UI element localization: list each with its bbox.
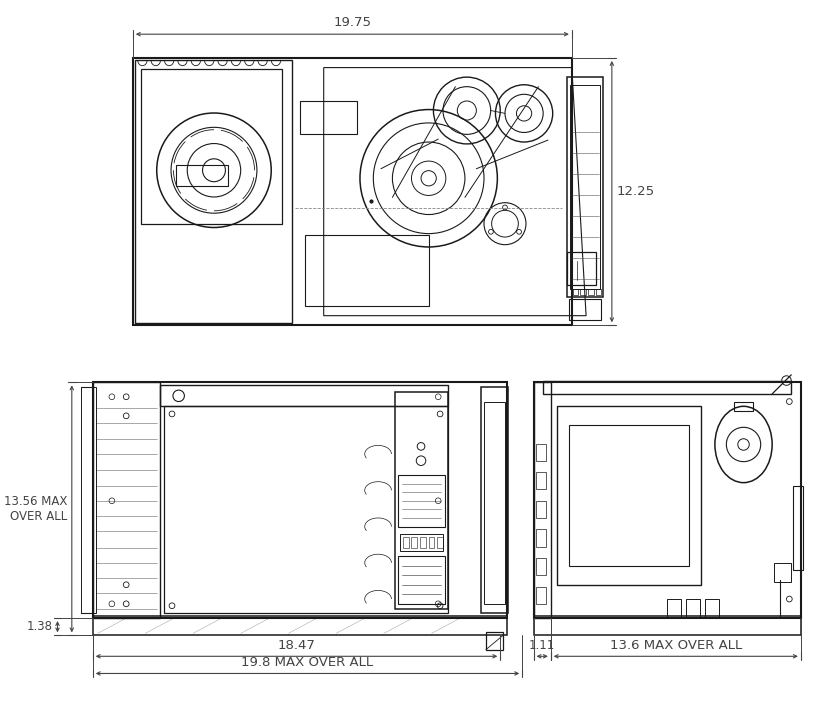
Bar	[534, 383, 551, 618]
Bar	[420, 537, 426, 548]
Bar	[141, 69, 282, 224]
Text: 13.6 MAX OVER ALL: 13.6 MAX OVER ALL	[609, 639, 742, 651]
Text: 19.75: 19.75	[333, 16, 372, 29]
Bar	[569, 300, 601, 320]
Bar	[403, 537, 408, 548]
Bar	[412, 537, 417, 548]
Bar	[429, 537, 435, 548]
Bar	[543, 380, 791, 394]
Bar	[164, 406, 448, 614]
Bar	[667, 599, 681, 618]
Bar	[300, 101, 357, 134]
Bar	[793, 486, 802, 571]
Bar	[596, 289, 601, 295]
Bar	[305, 234, 429, 306]
Bar	[93, 383, 159, 618]
Bar	[486, 633, 503, 649]
Bar	[686, 599, 699, 618]
Bar	[437, 537, 443, 548]
Bar	[537, 501, 546, 518]
Bar	[484, 402, 505, 604]
Text: 1.38: 1.38	[27, 621, 53, 633]
Bar	[573, 289, 578, 295]
Text: 18.47: 18.47	[278, 639, 315, 651]
Bar	[567, 252, 596, 285]
Bar	[537, 587, 546, 604]
Bar	[557, 406, 701, 585]
Bar	[569, 425, 690, 566]
Bar	[159, 385, 448, 406]
Bar	[734, 402, 753, 411]
Bar	[705, 599, 719, 618]
Bar	[400, 534, 443, 551]
Bar	[82, 388, 96, 614]
Bar	[93, 616, 507, 635]
Bar	[133, 58, 572, 325]
Bar	[176, 165, 228, 186]
Bar	[481, 388, 508, 614]
Bar	[537, 558, 546, 575]
Bar	[534, 383, 801, 618]
Text: 13.56 MAX
OVER ALL: 13.56 MAX OVER ALL	[3, 495, 67, 523]
Bar	[395, 392, 448, 609]
Text: 19.8 MAX OVER ALL: 19.8 MAX OVER ALL	[241, 656, 373, 669]
Text: 1.11: 1.11	[529, 639, 556, 651]
Bar	[570, 85, 600, 289]
Bar	[135, 60, 292, 324]
Text: 12.25: 12.25	[617, 185, 654, 198]
Bar	[93, 383, 507, 618]
Bar	[774, 563, 791, 582]
Bar	[398, 475, 445, 527]
Bar	[398, 556, 445, 604]
Bar	[537, 529, 546, 547]
Bar	[580, 289, 586, 295]
Bar	[534, 616, 801, 635]
Bar	[537, 472, 546, 489]
Bar	[537, 444, 546, 461]
Bar	[567, 77, 603, 296]
Bar	[588, 289, 594, 295]
